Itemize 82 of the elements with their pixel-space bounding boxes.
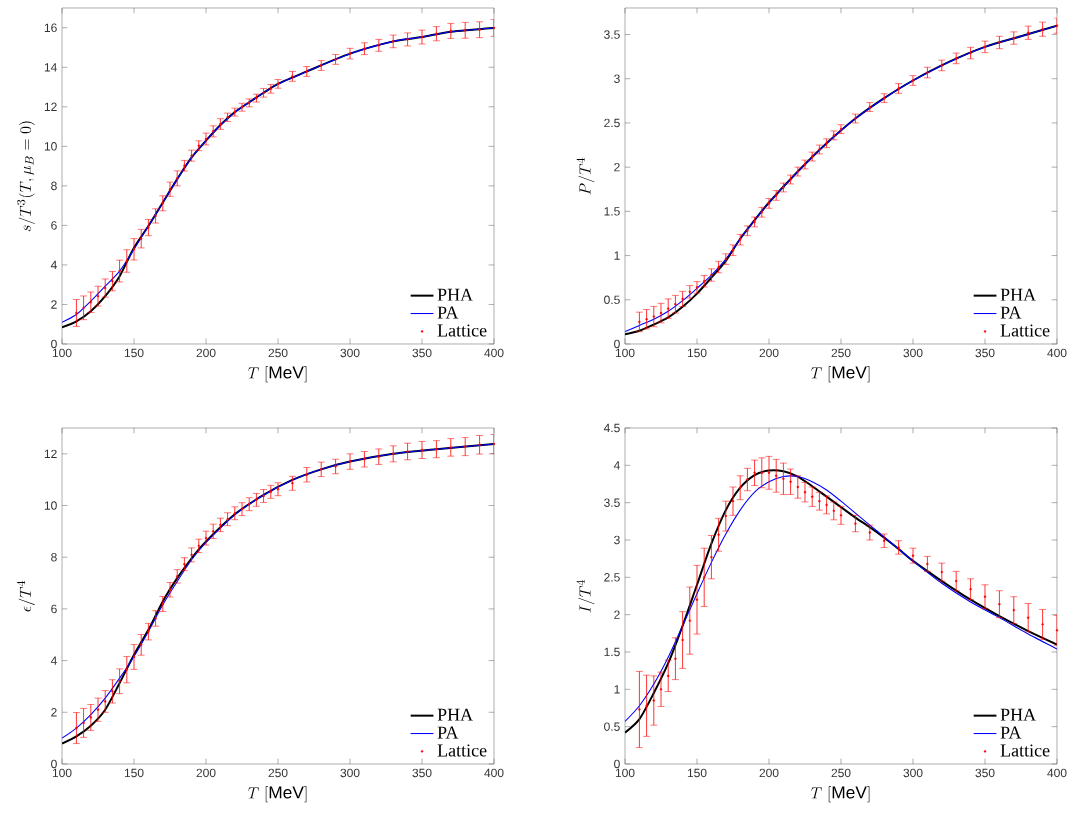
x-tick-label: 200: [759, 348, 779, 358]
legend-label: PHA: [1000, 288, 1036, 301]
x-tick-label: 150: [124, 348, 144, 358]
y-tick-label: 3: [614, 74, 620, 83]
x-tick-label: 400: [1047, 348, 1067, 358]
x-axis-title: $T\ [\mathrm{MeV}]$: [248, 786, 307, 803]
y-tick-label: 2: [614, 610, 620, 619]
x-tick-label: 300: [903, 348, 923, 358]
x-tick-label: 150: [687, 768, 707, 778]
y-tick-label: 0.5: [604, 722, 620, 731]
legend-label: Lattice: [1000, 324, 1050, 337]
y-tick-label: 8: [51, 181, 57, 191]
y-tick-label: 10: [44, 142, 57, 151]
y-tick-label: 3.5: [604, 498, 620, 507]
x-tick-label: 400: [484, 348, 504, 358]
x-tick-label: 400: [1047, 768, 1067, 778]
y-tick-label: 6: [51, 604, 57, 614]
legend-label: PHA: [437, 288, 473, 301]
y-tick-label: 2.5: [604, 573, 620, 582]
y-tick-label: 10: [44, 501, 57, 510]
y-tick-label: 12: [44, 102, 57, 111]
y-tick-label: 0: [614, 339, 620, 349]
legend-label: PA: [437, 306, 459, 319]
x-axis-title: $T\ [\mathrm{MeV}]$: [811, 366, 870, 383]
y-tick-label: 6: [51, 221, 57, 230]
x-tick-label: 100: [615, 768, 635, 778]
legend-label: Lattice: [437, 324, 487, 337]
x-tick-label: 100: [52, 348, 72, 358]
x-tick-label: 250: [831, 768, 851, 778]
x-tick-label: 200: [196, 768, 216, 778]
y-tick-label: 16: [44, 23, 57, 33]
x-tick-label: 250: [831, 348, 851, 358]
y-tick-label: 2: [51, 300, 57, 309]
x-tick-label: 350: [975, 348, 995, 358]
y-tick-label: 4: [50, 260, 57, 270]
x-tick-label: 350: [975, 768, 995, 778]
x-tick-label: 300: [903, 768, 923, 778]
legend-label: PA: [437, 726, 459, 739]
y-tick-label: 0.5: [604, 295, 620, 305]
y-tick-label: 1.5: [604, 647, 620, 657]
x-tick-label: 150: [124, 768, 144, 778]
legend-label: Lattice: [437, 744, 487, 757]
x-tick-label: 350: [412, 768, 432, 778]
y-tick-label: 3: [614, 535, 620, 545]
y-tick-label: 0: [51, 759, 57, 769]
x-tick-label: 150: [687, 348, 707, 358]
legend-label: PA: [1000, 306, 1022, 319]
y-tick-label: 3.5: [604, 30, 620, 39]
y-tick-label: 2: [51, 708, 57, 717]
y-axis-title: $I/T^4$: [576, 579, 595, 613]
y-tick-label: 12: [44, 449, 57, 459]
y-axis-title: $s/T^3(T,\mu_B=0)$: [17, 121, 35, 232]
y-tick-label: 4: [50, 656, 57, 665]
y-tick-label: 1.5: [604, 207, 620, 216]
legend-label: PHA: [1000, 708, 1036, 721]
y-axis-title: $\epsilon/T^4$: [16, 580, 35, 612]
x-tick-label: 100: [52, 768, 72, 778]
y-tick-label: 2.5: [604, 118, 620, 128]
legend-label: PHA: [437, 708, 473, 721]
x-tick-label: 400: [484, 768, 504, 778]
x-tick-label: 300: [340, 348, 360, 358]
x-tick-label: 100: [615, 348, 635, 358]
x-tick-label: 250: [268, 348, 288, 358]
x-tick-label: 250: [268, 768, 288, 778]
legend-label: Lattice: [1000, 744, 1050, 757]
x-axis-title: $T\ [\mathrm{MeV}]$: [811, 786, 870, 803]
y-tick-label: 2: [614, 162, 620, 172]
y-tick-label: 0: [51, 339, 57, 349]
y-tick-label: 1: [614, 685, 620, 694]
x-tick-label: 350: [412, 348, 432, 358]
x-tick-label: 300: [340, 768, 360, 778]
x-axis-title: $T\ [\mathrm{MeV}]$: [248, 366, 307, 383]
y-axis-title: $P/T^4$: [576, 157, 595, 195]
y-tick-label: 4: [613, 461, 620, 470]
y-tick-label: 8: [51, 552, 57, 562]
y-tick-label: 14: [44, 63, 57, 72]
x-tick-label: 200: [759, 768, 779, 778]
legend-label: PA: [1000, 726, 1022, 739]
y-tick-label: 1: [614, 251, 620, 260]
x-tick-label: 200: [196, 348, 216, 358]
y-tick-label: 4.5: [603, 423, 620, 433]
y-tick-label: 0: [614, 759, 620, 769]
